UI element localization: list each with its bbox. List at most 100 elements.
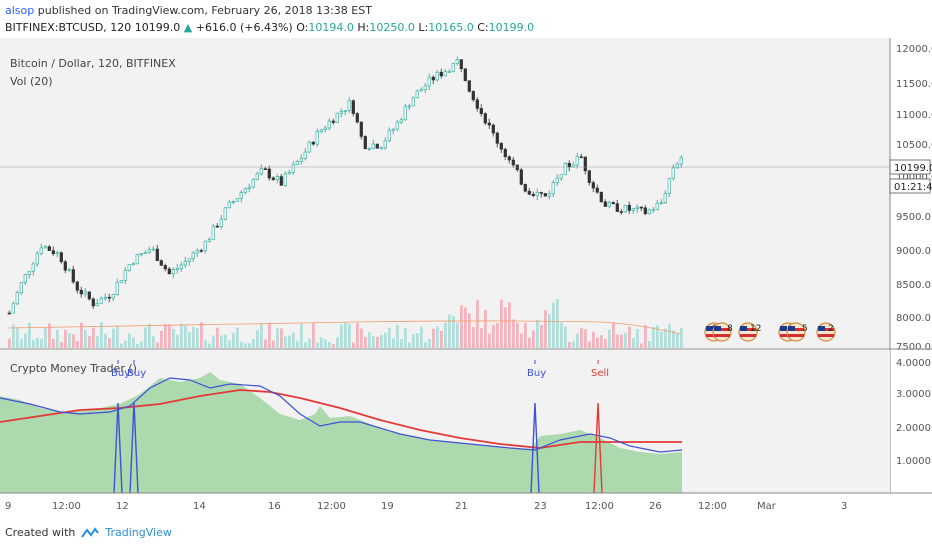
volume-bar [376,336,379,348]
candle-body [351,100,355,114]
candle-body [431,76,435,81]
candle-body [403,106,407,121]
signal-spike [129,402,139,494]
volume-bar [140,341,143,348]
candle-body [411,97,415,107]
indicator-title: Crypto Money Trader () [10,362,137,375]
candle-body [335,112,339,123]
indicator-tick: 1.0000 [896,456,931,467]
volume-bar [480,328,483,348]
volume-bar [528,337,531,348]
candle-body [387,130,391,142]
price-change: +616.0 (+6.43%) [195,21,293,34]
candle-body [71,269,75,283]
volume-bar [340,324,343,348]
candle-body [155,248,159,261]
volume-bar [612,322,615,348]
volume-bar [664,328,667,348]
chart-canvas[interactable]: Bitcoin / Dollar, 120, BITFINEX Vol (20)… [0,38,932,524]
volume-bar [440,331,443,348]
volume-bar [380,334,383,348]
volume-bar [200,322,203,348]
chart-title: Bitcoin / Dollar, 120, BITFINEX [10,57,176,70]
candle-body [379,147,383,150]
volume-bar [400,339,403,348]
open-label: O: [296,21,309,34]
buy-signal-label: Buy [111,368,130,379]
candle-body [567,162,571,168]
volume-bar [452,315,455,348]
price-axis[interactable]: 12000.0 11500.0 11000.0 10500.0 10000.0 … [896,44,932,353]
candle-body [31,263,35,272]
price-tick: 9500.0 [896,212,931,223]
indicator-axis[interactable]: 4.0000 3.0000 2.0000 1.0000 [896,358,931,467]
candle-body [407,105,411,108]
volume-bar [328,341,331,348]
candle-body [475,99,479,109]
candle-body [191,252,195,260]
volume-bar [468,313,471,348]
volume-bar [568,341,571,348]
volume-bar [72,334,75,348]
volume-bar [308,338,311,348]
volume-bar [344,322,347,348]
volume-bar [256,330,259,348]
volume-bar [348,323,351,348]
volume-bar [68,333,71,348]
volume-bar [316,342,319,348]
event-markers[interactable]: 9 8 12 34 5 2 [704,322,836,342]
flag-icon[interactable]: 8 [712,322,733,342]
candle-body [331,120,335,123]
volume-bar [552,302,555,348]
candle-body [91,298,95,307]
flag-icon[interactable]: 12 [738,322,761,342]
time-axis[interactable]: 9 12:00 12 14 16 12:00 19 21 23 12:00 26… [5,501,847,512]
volume-bar [532,330,535,348]
volume-bar [444,322,447,348]
candle-body [75,281,79,291]
candle-body [539,192,543,194]
candle-body [187,258,191,262]
volume-bar [100,322,103,348]
volume-bar [520,333,523,348]
candle-body [243,188,247,193]
candle-body [283,173,287,186]
volume-bar [120,343,123,348]
volume-bar [608,329,611,348]
price-tick: 8500.0 [896,280,931,291]
candle-body [555,177,559,183]
flag-icon[interactable]: 5 [786,322,808,342]
volume-bar [264,339,267,348]
time-tick: 16 [268,501,281,512]
candle-body [131,263,135,266]
volume-bar [548,314,551,348]
author-link[interactable]: alsop [5,4,35,17]
main-pane[interactable] [0,38,890,348]
time-tick: 12:00 [585,501,614,512]
volume-bar [620,334,623,348]
flag-icon[interactable]: 2 [816,322,836,342]
volume-bar [52,338,55,348]
time-tick: 12 [116,501,129,512]
price-tick: 10500.0 [896,140,932,151]
time-tick: 19 [381,501,394,512]
volume-bar [572,341,575,348]
candle-body [239,192,243,199]
candle-body [399,119,403,123]
candle-body [147,249,151,253]
volume-bar [584,329,587,348]
candle-body [623,204,627,213]
candle-body [287,172,291,175]
tradingview-logo-icon [81,526,100,538]
low-label: L: [418,21,429,34]
volume-bar [324,339,327,348]
volume-bar [588,341,591,348]
candle-body [167,268,171,275]
candle-body [527,190,531,195]
volume-bar [312,322,315,348]
tradingview-link[interactable]: TradingView [105,526,172,539]
volume-bar [260,323,263,348]
time-tick: Mar [757,501,777,512]
last-price-badge [889,159,931,175]
volume-bar [172,329,175,348]
